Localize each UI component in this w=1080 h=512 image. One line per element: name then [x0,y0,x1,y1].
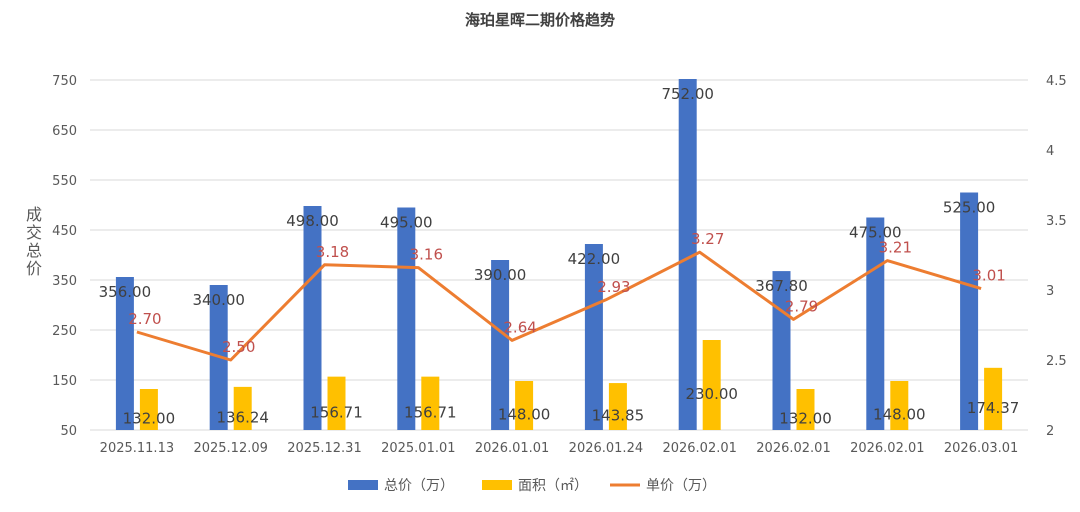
total-price-bar [960,192,979,430]
unit-price-label: 2.50 [222,338,255,356]
unit-price-label: 3.18 [316,243,349,261]
x-tick-label: 2026.02.01 [850,441,924,456]
total-price-label: 475.00 [849,224,902,242]
total-price-label: 356.00 [99,283,152,301]
area-bar [796,389,815,430]
area-label: 156.71 [404,403,457,421]
total-price-bar [491,260,510,430]
area-bar [702,340,721,430]
unit-price-polyline [136,250,982,362]
x-tick-label: 2026.03.01 [944,441,1018,456]
x-tick-label: 2025.12.31 [287,441,361,456]
y-right-tick-label: 2 [1046,424,1054,439]
unit-price-label: 3.01 [972,267,1005,285]
total-price-bar [397,207,416,430]
y-tick-label: 650 [52,124,77,139]
y-right-tick-label: 2.5 [1046,354,1067,369]
y-tick-label: 450 [52,224,77,239]
area-bar [421,376,440,430]
legend-label: 面积（㎡） [518,478,588,494]
unit-price-label: 2.79 [785,297,818,315]
total-price-label: 390.00 [474,266,527,284]
legend: 总价（万） 面积（㎡） 单价（万） [348,478,716,494]
area-label: 136.24 [216,408,269,426]
total-price-label: 367.80 [755,277,808,295]
area-label: 132.00 [123,410,176,428]
y-axis-label: 成交总价 [26,205,42,278]
y-right-tick-label: 4.5 [1046,74,1067,89]
y-tick-label: 250 [52,324,77,339]
total-price-bar [678,79,697,430]
y-tick-label: 750 [52,74,77,89]
x-tick-label: 2026.02.01 [756,441,830,456]
total-price-label: 495.00 [380,214,433,232]
y-tick-label: 50 [60,424,77,439]
y-tick-label: 350 [52,274,77,289]
area-label: 230.00 [685,385,738,403]
y-right-tick-label: 3.5 [1046,214,1067,229]
y-right-tick-label: 3 [1046,284,1054,299]
area-bar [890,381,909,430]
total-price-bar [115,277,134,430]
area-bar [327,376,346,430]
data-labels: 356.00 340.00 498.00 495.00 390.00 422.00 752.… [99,85,1020,428]
total-price-bar [584,244,603,430]
x-tick-label: 2026.02.01 [662,441,736,456]
total-price-label: 498.00 [286,212,339,230]
bars [115,79,1003,430]
left-axis: 50 150 250 350 450 550 650 750 [52,74,77,439]
y-tick-label: 150 [52,374,77,389]
unit-price-label: 2.70 [128,310,161,328]
total-price-label: 525.00 [943,199,996,217]
x-tick-label: 2025.01.01 [381,441,455,456]
x-tick-label: 2025.11.13 [100,441,174,456]
total-price-label: 340.00 [192,291,245,309]
chart-title: 海珀星晖二期价格趋势 [465,11,615,29]
area-label: 156.71 [310,403,363,421]
area-bar [984,367,1003,430]
x-tick-label: 2025.12.09 [193,441,267,456]
unit-price-label: 3.21 [879,239,912,257]
area-bar [515,381,534,430]
legend-label: 总价（万） [384,478,454,494]
area-label: 174.37 [967,399,1020,417]
area-bar [233,386,252,430]
total-price-label: 752.00 [661,85,714,103]
x-tick-label: 2026.01.24 [569,441,643,456]
area-bar [139,389,158,430]
area-label: 143.85 [592,407,645,425]
total-price-bar [303,206,322,430]
unit-price-line [136,250,982,362]
area-label: 132.00 [779,410,832,428]
area-label: 148.00 [873,406,926,424]
unit-price-label: 2.64 [503,318,536,336]
x-axis: 2025.11.13 2025.12.09 2025.12.31 2025.01.01… [100,441,1019,456]
grid-lines [90,79,1028,431]
area-bar [608,383,627,430]
unit-price-label: 3.16 [410,246,443,264]
legend-swatch [482,480,512,490]
unit-price-label: 3.27 [691,230,724,248]
legend-label: 单价（万） [646,478,716,494]
y-right-tick-label: 4 [1046,144,1054,159]
y-tick-label: 550 [52,174,77,189]
area-label: 148.00 [498,406,551,424]
total-price-label: 422.00 [568,250,621,268]
right-axis: 2 2.5 3 3.5 4 4.5 [1046,74,1067,439]
x-tick-label: 2026.01.01 [475,441,549,456]
y-axis-title: 成交总价 [26,205,42,278]
legend-swatch [348,480,378,490]
total-price-bar [772,271,791,430]
unit-price-label: 2.93 [597,278,630,296]
